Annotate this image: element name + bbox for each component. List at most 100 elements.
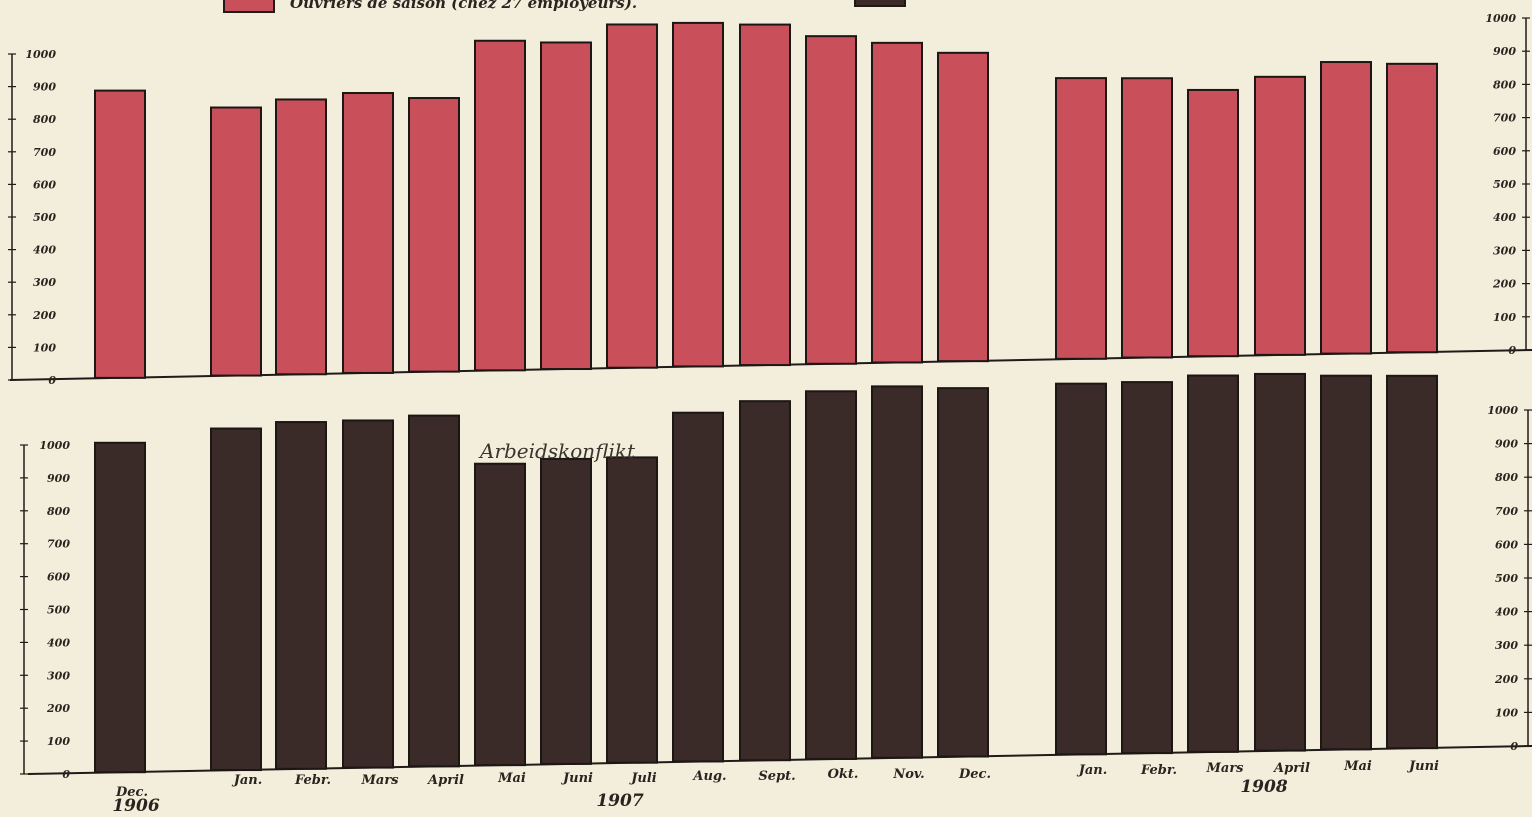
seasonal-bar-1 xyxy=(210,106,262,377)
seasonal-right-tick-label: 300 xyxy=(1493,244,1516,257)
permanent-bar-16 xyxy=(1254,372,1306,752)
permanent-bar-12 xyxy=(937,387,989,758)
seasonal-bar-17 xyxy=(1320,61,1372,355)
month-label-18: Juni xyxy=(1406,759,1439,774)
month-label-12: Dec. xyxy=(958,767,991,782)
permanent-bar-18 xyxy=(1386,374,1438,750)
permanent-bar-10 xyxy=(805,390,857,760)
year-label-1908: 1908 xyxy=(1240,777,1287,797)
permanent-right-tick-label: 300 xyxy=(1495,639,1518,652)
month-label-3: Mars xyxy=(361,773,400,788)
permanent-bar-11 xyxy=(871,385,923,759)
permanent-left-tick-label: 600 xyxy=(47,571,70,584)
month-label-1: Jan. xyxy=(231,773,263,788)
seasonal-bar-2 xyxy=(275,98,327,376)
seasonal-right-tick-label: 200 xyxy=(1492,278,1516,291)
seasonal-left-tick-label: 400 xyxy=(33,244,56,257)
legend-seasonal-swatch xyxy=(223,0,275,13)
seasonal-bar-16 xyxy=(1254,75,1306,356)
seasonal-left-tick-label: 1000 xyxy=(25,48,56,61)
seasonal-bar-8 xyxy=(672,21,724,368)
seasonal-bar-14 xyxy=(1121,77,1173,359)
seasonal-bar-15 xyxy=(1187,88,1239,358)
seasonal-bar-10 xyxy=(805,35,857,365)
seasonal-bar-13 xyxy=(1055,77,1107,360)
year-label-1906: 1906 xyxy=(112,796,159,816)
seasonal-bar-18 xyxy=(1386,62,1438,354)
permanent-left-tick-label: 900 xyxy=(47,472,70,485)
seasonal-left-tick-label: 800 xyxy=(33,113,56,126)
permanent-left-tick-label: 800 xyxy=(47,505,70,518)
seasonal-left-tick-label: 700 xyxy=(33,146,56,159)
month-label-5: Mai xyxy=(497,771,526,786)
seasonal-right-tick-label: 700 xyxy=(1493,112,1516,125)
permanent-left-tick-label: 300 xyxy=(47,669,70,682)
seasonal-bar-5 xyxy=(474,39,526,372)
month-label-6: Juni xyxy=(560,771,593,786)
permanent-bar-2 xyxy=(275,421,327,770)
permanent-left-tick-label: 500 xyxy=(47,604,70,617)
permanent-bar-6 xyxy=(540,457,592,765)
permanent-left-tick-label: 400 xyxy=(47,636,70,649)
seasonal-right-tick-label: 400 xyxy=(1493,211,1516,224)
seasonal-bar-11 xyxy=(871,41,923,364)
seasonal-right-tick-label: 0 xyxy=(1508,344,1516,357)
month-label-10: Okt. xyxy=(828,767,859,782)
seasonal-right-tick-label: 500 xyxy=(1493,178,1516,191)
permanent-bar-9 xyxy=(739,400,791,762)
permanent-right-tick-label: 700 xyxy=(1495,505,1518,518)
permanent-bar-8 xyxy=(672,411,724,763)
seasonal-right-tick-label: 900 xyxy=(1493,45,1516,58)
month-label-7: Juli xyxy=(628,771,657,786)
month-label-0: Dec. xyxy=(115,785,148,800)
legend-permanent-swatch xyxy=(854,0,906,7)
seasonal-right-tick-label: 100 xyxy=(1493,311,1516,324)
month-label-16: April xyxy=(1272,761,1310,776)
month-label-11: Nov. xyxy=(892,767,924,782)
seasonal-left-tick-label: 600 xyxy=(33,178,56,191)
month-label-15: Mars xyxy=(1206,761,1245,776)
permanent-right-tick-label: 800 xyxy=(1495,471,1518,484)
permanent-right-tick-label: 400 xyxy=(1495,606,1518,619)
permanent-right-tick-label: 100 xyxy=(1495,706,1518,719)
permanent-bar-1 xyxy=(210,427,262,772)
seasonal-bar-3 xyxy=(342,92,394,374)
permanent-left-tick-label: 700 xyxy=(47,538,70,551)
seasonal-right-tick-label: 1000 xyxy=(1485,12,1516,25)
permanent-bar-4 xyxy=(408,414,460,768)
seasonal-bar-7 xyxy=(606,23,658,369)
seasonal-bar-6 xyxy=(540,41,592,371)
month-label-4: April xyxy=(426,773,464,788)
permanent-right-tick-label: 900 xyxy=(1495,438,1518,451)
month-label-2: Febr. xyxy=(294,773,331,788)
permanent-right-tick-label: 500 xyxy=(1495,572,1518,585)
seasonal-left-tick-label: 0 xyxy=(48,374,56,387)
month-label-13: Jan. xyxy=(1076,763,1108,778)
seasonal-left-tick-label: 500 xyxy=(33,211,56,224)
permanent-right-tick-label: 200 xyxy=(1494,673,1518,686)
permanent-left-tick-label: 100 xyxy=(47,735,70,748)
permanent-bar-14 xyxy=(1121,381,1173,755)
month-label-9: Sept. xyxy=(758,769,795,784)
seasonal-right-tick-label: 800 xyxy=(1493,78,1516,91)
month-label-17: Mai xyxy=(1343,759,1372,774)
seasonal-bar-4 xyxy=(408,97,460,373)
permanent-bar-7 xyxy=(606,456,658,764)
permanent-bar-15 xyxy=(1187,374,1239,753)
permanent-right-tick-label: 600 xyxy=(1495,538,1518,551)
year-label-1907: 1907 xyxy=(596,791,643,811)
month-label-8: Aug. xyxy=(691,769,726,784)
month-label-14: Febr. xyxy=(1140,763,1177,778)
legend-seasonal-label: Ouvriers de saison (chez 27 employeurs). xyxy=(290,0,637,12)
permanent-bar-3 xyxy=(342,419,394,769)
seasonal-left-tick-label: 200 xyxy=(32,309,56,322)
permanent-right-tick-label: 1000 xyxy=(1487,404,1518,417)
conflict-annotation: Arbeidskonflikt xyxy=(478,439,636,463)
permanent-bar-0 xyxy=(94,441,146,774)
permanent-left-tick-label: 0 xyxy=(62,768,70,781)
permanent-left-tick-label: 200 xyxy=(46,702,70,715)
permanent-bar-17 xyxy=(1320,374,1372,751)
seasonal-left-tick-label: 100 xyxy=(33,341,56,354)
permanent-bar-5 xyxy=(474,462,526,767)
